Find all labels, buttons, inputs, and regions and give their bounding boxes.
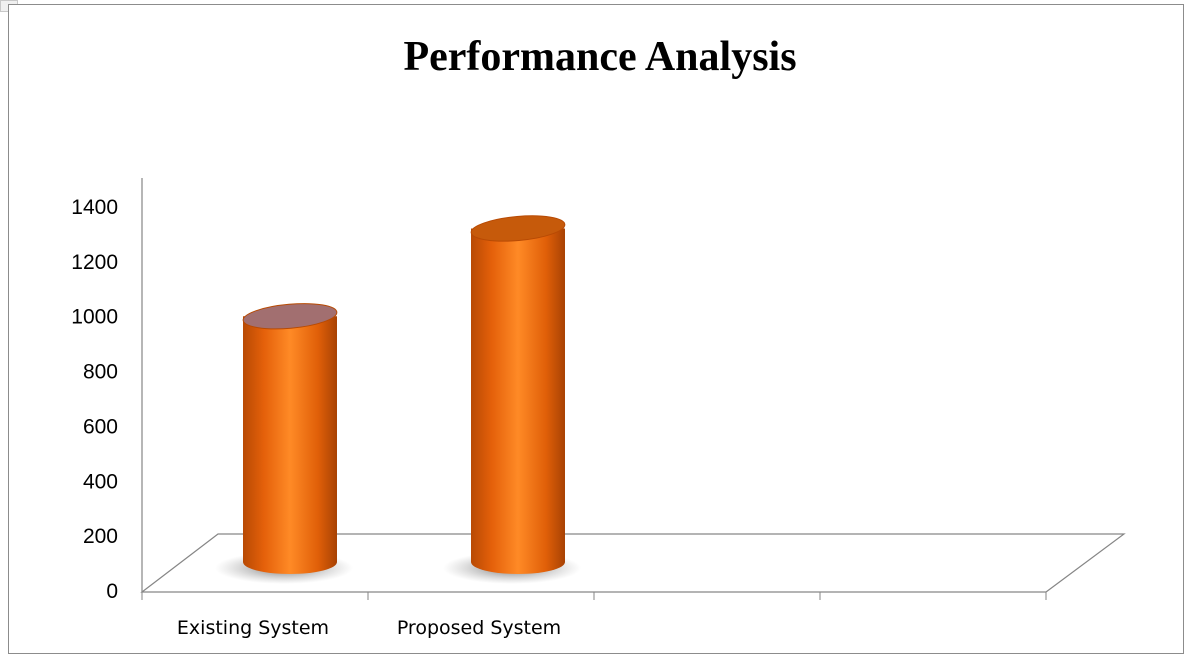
category-label-existing: Existing System [177, 617, 329, 639]
y-tick-labels: 0 200 400 600 800 1000 1200 1400 [71, 196, 118, 603]
bar-top [242, 303, 338, 330]
y-tick-label: 1200 [71, 251, 118, 274]
bar [243, 316, 337, 574]
y-tick-label: 400 [83, 470, 118, 493]
floor-plane [140, 533, 1126, 593]
y-tick-label: 600 [83, 415, 118, 438]
y-tick-label: 1400 [71, 196, 118, 219]
y-tick-label: 800 [83, 361, 118, 384]
chart-frame [8, 4, 1184, 654]
bars [215, 215, 581, 584]
bar [471, 228, 565, 574]
chart-title: Performance Analysis [403, 34, 796, 80]
category-label-proposed: Proposed System [397, 617, 561, 639]
y-tick-label: 1000 [71, 306, 118, 329]
y-tick-label: 200 [83, 525, 118, 548]
bar-top [470, 215, 566, 242]
y-tick-label: 0 [106, 580, 118, 603]
